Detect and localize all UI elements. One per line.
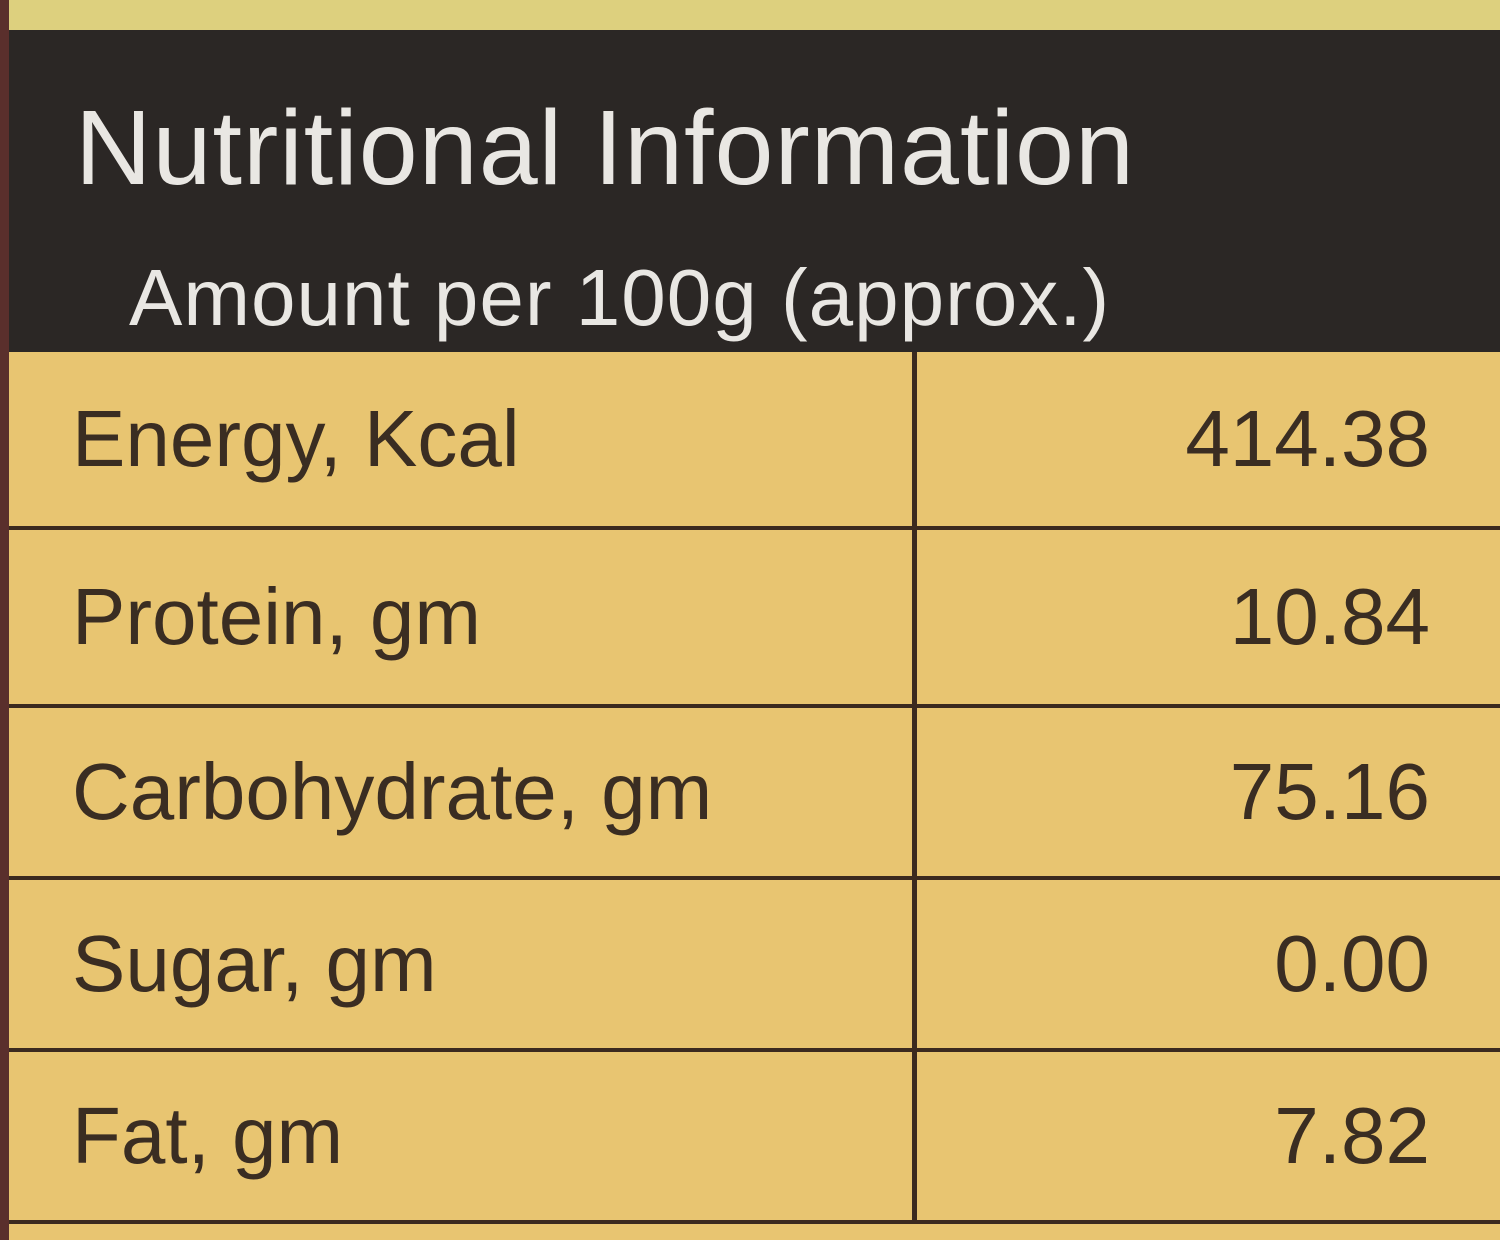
table-row: Carbohydrate, gm 75.16: [9, 708, 1500, 880]
header: Nutritional Information Amount per 100g …: [9, 30, 1500, 352]
nutrient-name: Carbohydrate, gm: [72, 747, 713, 836]
nutrient-amount: 10.84: [1229, 572, 1430, 661]
nutrient-amount: 7.82: [1274, 1091, 1430, 1180]
nutrient-amount: 75.16: [1229, 747, 1430, 836]
nutrient-name: Protein, gm: [72, 572, 482, 661]
subtitle: Amount per 100g (approx.): [129, 253, 1111, 342]
table-row: Protein, gm 10.84: [9, 530, 1500, 708]
nutrient-amount: 0.00: [1274, 919, 1430, 1008]
nutrient-name: Sugar, gm: [72, 919, 437, 1008]
nutrient-amount: 414.38: [1185, 394, 1430, 483]
table-row: Fat, gm 7.82: [9, 1052, 1500, 1224]
table-row: Energy, Kcal 414.38: [9, 352, 1500, 530]
nutrient-name: Fat, gm: [72, 1091, 344, 1180]
table-row: Sugar, gm 0.00: [9, 880, 1500, 1052]
title: Nutritional Information: [75, 89, 1135, 207]
package-edge: [0, 0, 9, 1240]
nutrient-name: Energy, Kcal: [72, 394, 520, 483]
package-strip: [0, 0, 1500, 30]
column-divider: [912, 352, 917, 1222]
